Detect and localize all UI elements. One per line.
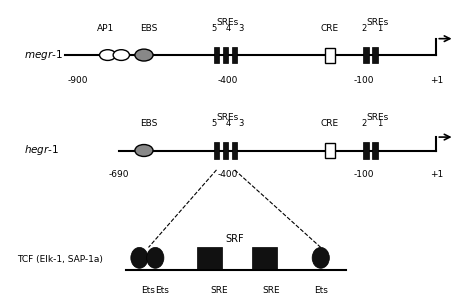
Text: CRE: CRE bbox=[321, 24, 339, 33]
Bar bbox=[232, 47, 237, 63]
Circle shape bbox=[135, 49, 153, 61]
Text: 5: 5 bbox=[211, 119, 217, 128]
Bar bbox=[325, 48, 335, 63]
Circle shape bbox=[100, 50, 116, 61]
Text: -400: -400 bbox=[218, 170, 238, 179]
Text: SREs: SREs bbox=[366, 113, 389, 122]
Text: Ets: Ets bbox=[142, 286, 155, 295]
Text: 1: 1 bbox=[377, 119, 383, 128]
Ellipse shape bbox=[312, 247, 329, 268]
Text: 3: 3 bbox=[238, 119, 243, 128]
Bar bbox=[252, 247, 276, 268]
Bar bbox=[364, 142, 369, 159]
Ellipse shape bbox=[131, 247, 148, 268]
Text: +1: +1 bbox=[430, 170, 443, 179]
Text: SREs: SREs bbox=[366, 18, 389, 27]
Text: -900: -900 bbox=[68, 76, 89, 85]
Text: 4: 4 bbox=[225, 24, 230, 33]
Text: -400: -400 bbox=[218, 76, 238, 85]
Text: AP1: AP1 bbox=[97, 24, 114, 33]
Circle shape bbox=[135, 144, 153, 157]
Text: 2: 2 bbox=[361, 119, 366, 128]
Bar bbox=[223, 142, 228, 159]
Text: -690: -690 bbox=[109, 170, 129, 179]
Bar bbox=[232, 142, 237, 159]
Bar bbox=[223, 47, 228, 63]
Ellipse shape bbox=[146, 247, 164, 268]
Text: 1: 1 bbox=[377, 24, 383, 33]
Circle shape bbox=[113, 50, 129, 61]
Text: EBS: EBS bbox=[140, 24, 157, 33]
Text: -100: -100 bbox=[354, 76, 374, 85]
Text: SRE: SRE bbox=[210, 286, 228, 295]
Bar bbox=[373, 142, 378, 159]
Bar bbox=[197, 247, 222, 268]
Text: h$\it{egr}$-$\it{1}$: h$\it{egr}$-$\it{1}$ bbox=[24, 144, 59, 157]
Text: 2: 2 bbox=[361, 24, 366, 33]
Text: TCF (Elk-1, SAP-1a): TCF (Elk-1, SAP-1a) bbox=[17, 255, 103, 264]
Text: EBS: EBS bbox=[140, 119, 157, 128]
Bar bbox=[364, 47, 369, 63]
Text: Ets: Ets bbox=[155, 286, 169, 295]
Text: 5: 5 bbox=[211, 24, 217, 33]
Text: CRE: CRE bbox=[321, 119, 339, 128]
Bar bbox=[325, 143, 335, 158]
Text: +1: +1 bbox=[430, 76, 443, 85]
Text: SREs: SREs bbox=[217, 18, 239, 27]
Text: 4: 4 bbox=[225, 119, 230, 128]
Text: m$\it{egr}$-$\it{1}$: m$\it{egr}$-$\it{1}$ bbox=[24, 48, 63, 62]
Text: -100: -100 bbox=[354, 170, 374, 179]
Text: 3: 3 bbox=[238, 24, 243, 33]
Bar bbox=[214, 142, 219, 159]
Text: SRE: SRE bbox=[262, 286, 280, 295]
Text: SRF: SRF bbox=[225, 234, 244, 244]
Bar bbox=[373, 47, 378, 63]
Bar bbox=[214, 47, 219, 63]
Text: Ets: Ets bbox=[314, 286, 328, 295]
Text: SREs: SREs bbox=[217, 113, 239, 122]
